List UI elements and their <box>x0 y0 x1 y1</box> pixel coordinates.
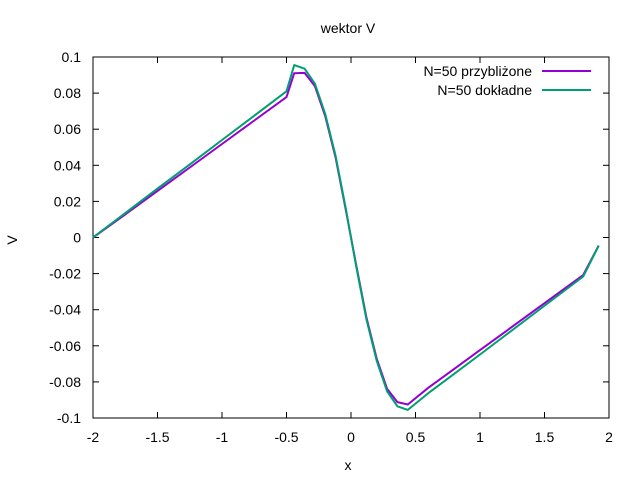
y-tick-label: 0.1 <box>62 49 82 65</box>
x-tick-label: 2 <box>605 429 613 445</box>
y-tick-label: 0 <box>73 230 81 246</box>
axis-ticks: -2 -1.5 -1 -0.5 0 0.5 1 1.5 2 -0.1 -0.08 -0.06 -0.04… <box>49 49 613 445</box>
x-tick-label: 1.5 <box>535 429 555 445</box>
legend: N=50 przybliżone N=50 dokładne <box>423 63 591 98</box>
x-tick-label: -1.5 <box>145 429 169 445</box>
y-tick-label: -0.02 <box>49 266 81 282</box>
legend-label-1: N=50 dokładne <box>437 82 532 98</box>
y-tick-label: 0.08 <box>54 85 81 101</box>
x-tick-label: 0.5 <box>406 429 426 445</box>
legend-label-0: N=50 przybliżone <box>423 63 532 79</box>
series-line-0 <box>92 71 600 406</box>
y-tick-label: 0.04 <box>54 157 81 173</box>
series-line-1 <box>92 64 600 411</box>
y-tick-label: -0.04 <box>49 302 81 318</box>
y-axis-label: V <box>4 235 20 245</box>
y-tick-label: 0.02 <box>54 193 81 209</box>
series-layer <box>92 64 600 411</box>
x-tick-label: 0 <box>347 429 355 445</box>
x-tick-label: -1 <box>216 429 229 445</box>
y-tick-label: -0.06 <box>49 338 81 354</box>
x-tick-label: -0.5 <box>274 429 298 445</box>
x-axis-label: x <box>345 457 352 473</box>
x-tick-label: -2 <box>87 429 100 445</box>
y-tick-label: 0.06 <box>54 121 81 137</box>
chart-title: wektor V <box>320 20 376 36</box>
x-tick-label: 1 <box>476 429 484 445</box>
y-tick-label: -0.1 <box>57 410 81 426</box>
y-tick-label: -0.08 <box>49 374 81 390</box>
